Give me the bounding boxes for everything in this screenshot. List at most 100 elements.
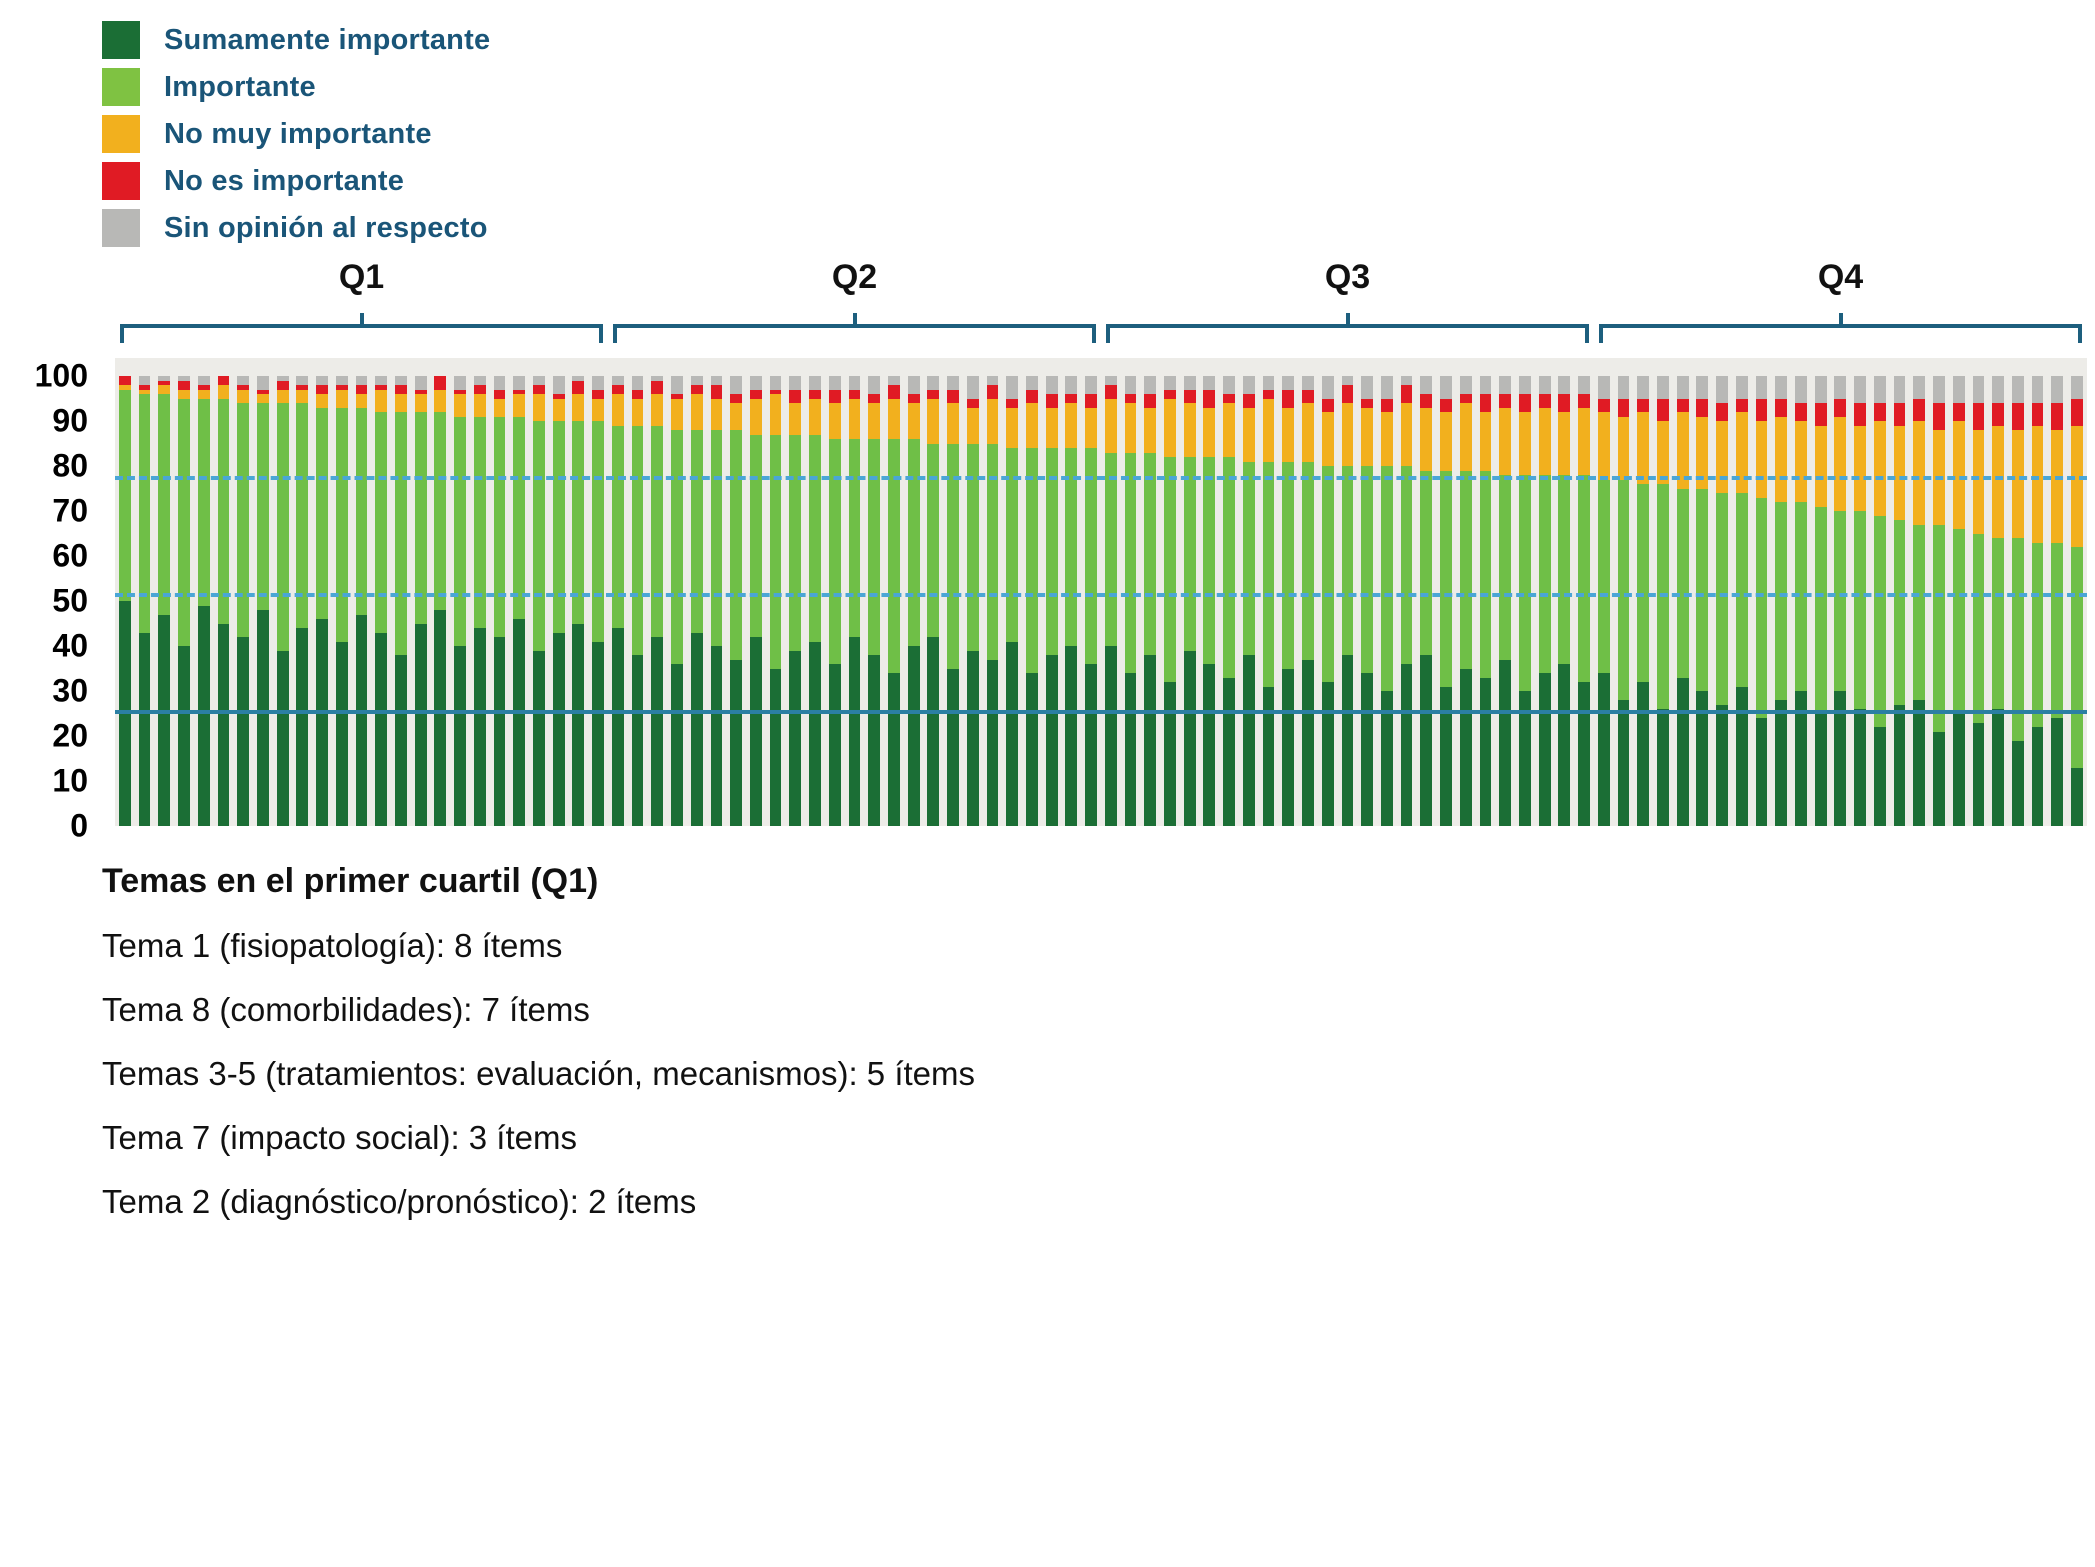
bar-segment-no-es-importante [927, 389, 940, 399]
bar-segment-sumamente-importante [2051, 718, 2064, 826]
bar-segment-sumamente-importante [1814, 713, 1827, 826]
bar-segment-sumamente-importante [395, 655, 407, 826]
stacked-bar [805, 358, 825, 826]
bar-segment-sin-opini-n-al-respecto [296, 376, 309, 386]
bar-segment-sin-opini-n-al-respecto [769, 376, 782, 390]
bar-column [434, 358, 447, 826]
bar-segment-importante [1952, 529, 1965, 714]
bar-segment-no-muy-importante [454, 394, 466, 417]
stacked-bar [253, 358, 273, 826]
bar-segment-importante [533, 421, 545, 651]
stacked-bar [1101, 358, 1121, 826]
bar-segment-sin-opini-n-al-respecto [809, 376, 821, 390]
bar-segment-sumamente-importante [1164, 682, 1176, 826]
bar-segment-no-es-importante [1203, 389, 1216, 408]
bar-segment-importante [986, 443, 999, 660]
bar-segment-no-es-importante [651, 380, 664, 394]
bar-segment-sumamente-importante [1045, 655, 1058, 826]
bar-segment-no-muy-importante [1400, 403, 1413, 467]
stacked-bar [1042, 358, 1062, 826]
bar-segment-sin-opini-n-al-respecto [316, 376, 328, 386]
bar-segment-no-muy-importante [927, 398, 940, 444]
stacked-bar [470, 358, 490, 826]
bar-segment-no-muy-importante [1518, 412, 1531, 475]
bar-segment-no-muy-importante [1696, 416, 1709, 489]
bar-segment-importante [789, 434, 802, 651]
bar-column [671, 358, 683, 826]
bar-column [217, 358, 230, 826]
bar-segment-sin-opini-n-al-respecto [237, 376, 250, 386]
bar-segment-importante [730, 430, 743, 660]
bar-column [769, 358, 782, 826]
bar-segment-no-muy-importante [434, 389, 447, 412]
bar-segment-sin-opini-n-al-respecto [2051, 376, 2064, 403]
bar-column [651, 358, 664, 826]
y-axis-tick-label: 20 [52, 717, 88, 754]
bracket-center-tick [1345, 313, 1350, 328]
bar-column [138, 358, 151, 826]
bar-column [1400, 358, 1413, 826]
bar-column [1302, 358, 1314, 826]
stacked-bar [1574, 358, 1594, 826]
bar-segment-no-muy-importante [1104, 398, 1117, 453]
bar-segment-sin-opini-n-al-respecto [355, 376, 368, 386]
stacked-bar [273, 358, 293, 826]
bar-segment-no-muy-importante [1282, 407, 1295, 462]
bar-segment-sumamente-importante [138, 632, 151, 826]
stacked-bar [1909, 358, 1929, 826]
bar-segment-sin-opini-n-al-respecto [1657, 376, 1669, 399]
quartile-bracket [120, 313, 603, 344]
stacked-bar [1298, 358, 1318, 826]
y-axis-tick-label: 0 [70, 807, 88, 844]
bar-segment-importante [1144, 452, 1157, 655]
y-axis-tick-label: 80 [52, 447, 88, 484]
bar-segment-no-muy-importante [710, 398, 723, 430]
bar-segment-sumamente-importante [237, 637, 250, 826]
bar-segment-importante [276, 403, 289, 651]
bar-segment-no-muy-importante [1597, 412, 1610, 480]
bar-segment-importante [1696, 488, 1709, 691]
bar-segment-sumamente-importante [1893, 704, 1906, 826]
bar-segment-importante [868, 439, 881, 655]
bar-segment-importante [1085, 448, 1097, 665]
bar-column [395, 358, 407, 826]
bar-column [1676, 358, 1689, 826]
bar-segment-no-muy-importante [335, 389, 348, 408]
bar-segment-importante [1755, 497, 1768, 718]
stacked-bar [332, 358, 352, 826]
bar-segment-sumamente-importante [1735, 686, 1748, 826]
bar-segment-sumamente-importante [473, 628, 486, 826]
bar-segment-no-muy-importante [789, 403, 802, 435]
bar-segment-no-es-importante [335, 385, 348, 390]
stacked-bar [1476, 358, 1496, 826]
bar-segment-no-es-importante [809, 389, 821, 399]
bar-segment-importante [316, 407, 328, 619]
bar-column [1972, 358, 1985, 826]
bar-segment-sin-opini-n-al-respecto [158, 376, 171, 381]
bar-segment-sin-opini-n-al-respecto [907, 376, 920, 394]
bar-segment-no-es-importante [1262, 389, 1275, 399]
stacked-bar [1022, 358, 1042, 826]
y-axis-tick-label: 100 [34, 357, 88, 394]
bar-segment-sin-opini-n-al-respecto [710, 376, 723, 386]
bar-segment-sin-opini-n-al-respecto [868, 376, 881, 394]
bar-segment-importante [1440, 470, 1452, 687]
bar-segment-sumamente-importante [907, 646, 920, 826]
bar-column [868, 358, 881, 826]
footnote-line: Tema 8 (comorbilidades): 7 ítems [102, 991, 590, 1028]
bar-segment-sin-opini-n-al-respecto [1933, 376, 1945, 403]
bar-segment-sin-opini-n-al-respecto [1380, 376, 1393, 399]
bar-column [1203, 358, 1216, 826]
bar-segment-importante [927, 443, 940, 637]
bar-segment-importante [237, 403, 250, 637]
bar-segment-sumamente-importante [1065, 646, 1078, 826]
bar-segment-importante [454, 416, 466, 646]
bar-column [1164, 358, 1176, 826]
bar-segment-no-es-importante [473, 385, 486, 394]
stacked-bar [1693, 358, 1713, 826]
y-axis-tick-label: 30 [52, 672, 88, 709]
stacked-bar [411, 358, 431, 826]
bar-segment-no-muy-importante [828, 403, 841, 440]
stacked-bar [312, 358, 332, 826]
bar-column [1834, 358, 1847, 826]
